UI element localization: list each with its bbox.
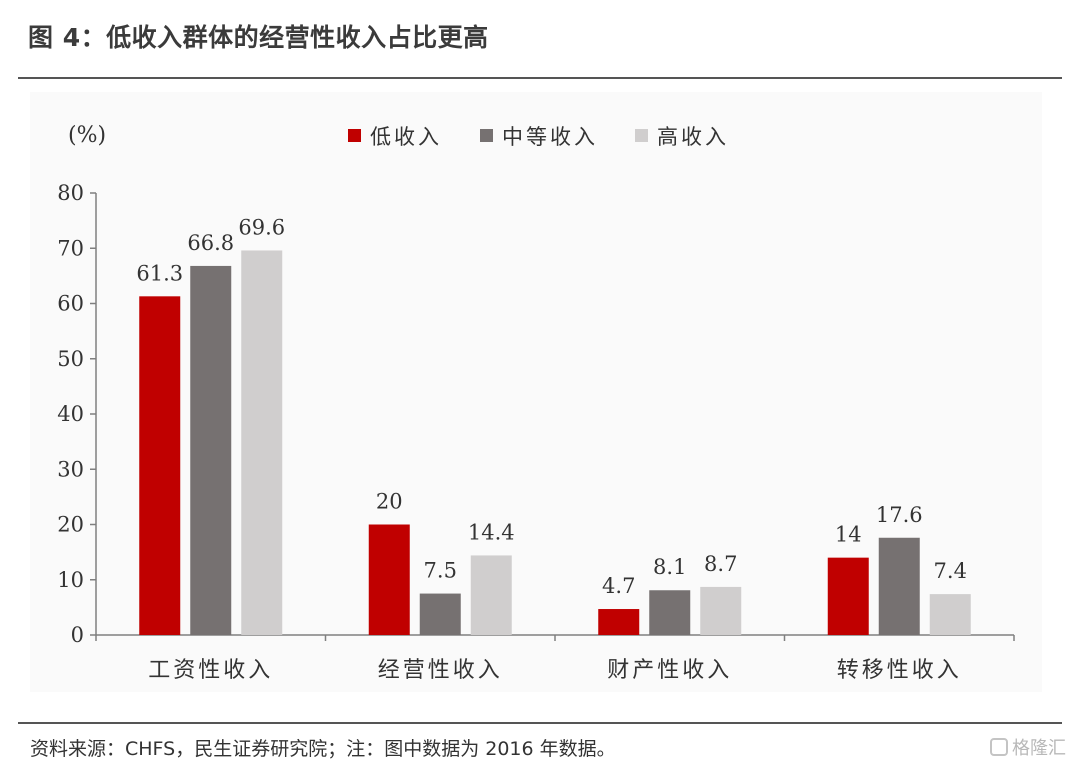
data-label: 14.4 [468,520,515,544]
bar [190,265,232,635]
legend-label: 低收入 [370,125,442,149]
legend-swatch [635,129,648,142]
data-label: 14 [835,523,862,547]
bar [878,537,920,635]
bar [649,590,691,635]
data-label: 8.7 [704,552,737,576]
bar [139,296,181,635]
top-divider [18,77,1062,79]
bar-chart: (%) 低收入 中等收入 高收入01020304050607080工资性收入61.36… [57,123,1015,683]
bar [700,586,742,635]
watermark: 格隆汇 [990,734,1066,760]
watermark-logo-icon [990,738,1008,756]
x-tick-label: 转移性收入 [837,658,962,683]
bar [368,524,410,635]
y-tick-label: 10 [57,568,84,592]
data-label: 4.7 [602,574,635,598]
x-tick-label: 经营性收入 [378,658,503,683]
y-tick-label: 60 [57,292,84,316]
y-tick-label: 30 [57,457,84,481]
legend-label: 高收入 [657,125,729,149]
legend-label: 中等收入 [502,125,598,149]
bar [598,609,640,635]
data-label: 20 [376,490,403,514]
data-label: 66.8 [187,231,234,255]
x-tick-label: 工资性收入 [148,658,273,683]
chart-area: (%) 低收入 中等收入 高收入 0 10 20 30 40 50 60 70 80 工资性收入 61.3 6… [30,92,1042,692]
watermark-text: 格隆汇 [1012,738,1066,759]
y-tick-label: 40 [57,402,84,426]
y-tick-label: 70 [57,236,84,260]
data-label: 61.3 [136,261,183,285]
data-label: 7.5 [424,559,457,583]
legend-swatch [480,129,493,142]
y-tick-label: 20 [57,513,84,537]
y-tick-label: 50 [57,347,84,371]
data-label: 69.6 [238,215,285,239]
bottom-divider [18,722,1062,724]
bar [827,557,869,635]
legend-swatch [348,129,361,142]
data-label: 17.6 [876,503,923,527]
x-tick-label: 财产性收入 [607,658,732,683]
data-label: 7.4 [934,559,967,583]
y-unit-label: (%) [68,123,106,148]
y-tick-label: 80 [57,181,84,205]
bar [419,593,461,635]
source-note: 资料来源：CHFS，民生证券研究院；注：图中数据为 2016 年数据。 [30,738,616,760]
chart-title: 图 4：低收入群体的经营性收入占比更高 [28,23,489,52]
bar [929,594,971,635]
y-tick-label: 0 [71,623,84,647]
bar [470,555,512,635]
data-label: 8.1 [653,555,686,579]
bar [241,250,283,635]
